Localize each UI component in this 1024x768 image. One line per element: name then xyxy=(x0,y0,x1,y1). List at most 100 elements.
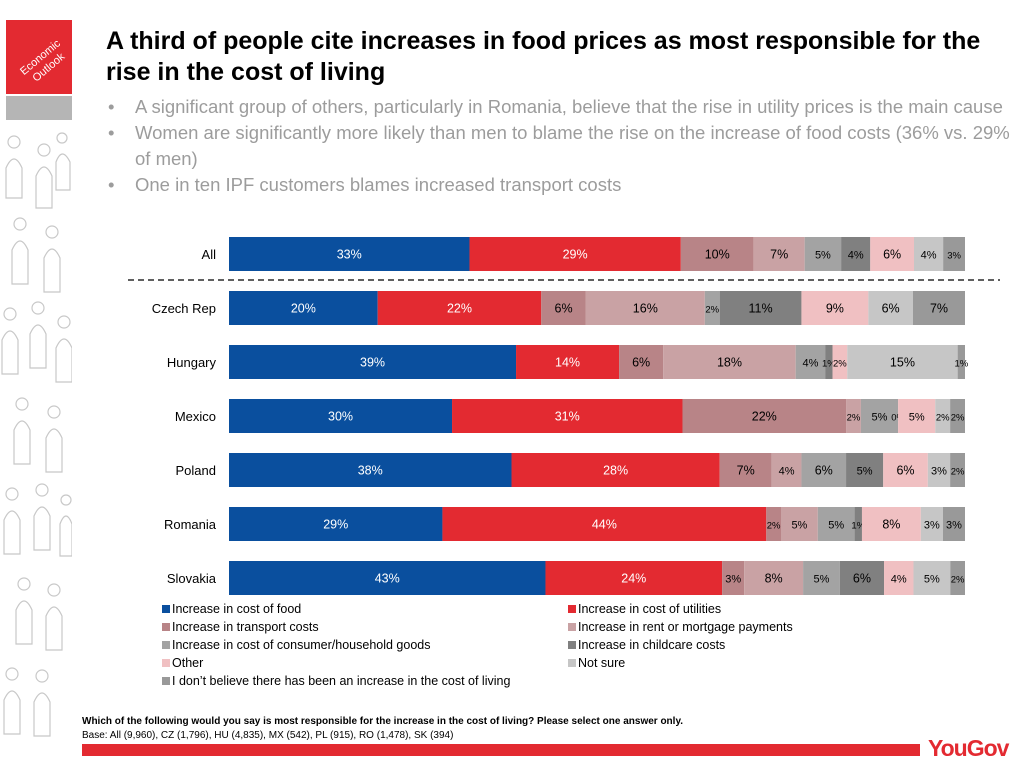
legend-swatch xyxy=(162,605,170,613)
bar-segment xyxy=(541,291,586,325)
bar-segment xyxy=(832,345,848,379)
bar-segment xyxy=(847,345,958,379)
data-label: 10% xyxy=(705,248,730,262)
bar-segment xyxy=(935,399,951,433)
bar-segment xyxy=(229,237,470,271)
data-label: 7% xyxy=(930,302,948,316)
bar-segment xyxy=(545,561,723,595)
yougov-logo: YouGov xyxy=(928,735,1009,761)
bar-segment xyxy=(781,507,818,541)
data-label: 9% xyxy=(826,302,844,316)
bar-segment xyxy=(442,507,767,541)
bar-segment xyxy=(846,399,861,433)
bar-segment xyxy=(868,291,913,325)
data-label: 4% xyxy=(921,250,937,262)
data-label: 43% xyxy=(375,572,400,586)
bar-segment xyxy=(585,291,705,325)
category-label: Hungary xyxy=(167,355,217,370)
bar-segment xyxy=(771,453,802,487)
legend-label: Increase in cost of food xyxy=(172,602,302,616)
footer-red-bar xyxy=(82,744,920,756)
bar-segment xyxy=(229,399,453,433)
data-label: 6% xyxy=(896,464,914,478)
decorative-sidebar: Economic Outlook xyxy=(0,0,72,768)
bar-segment xyxy=(795,345,826,379)
bar-segment xyxy=(766,507,781,541)
badge-shadow-block xyxy=(6,96,72,120)
legend-label: Increase in cost of consumer/household g… xyxy=(172,638,431,652)
data-label: 2% xyxy=(951,467,965,478)
data-label: 11% xyxy=(749,302,773,316)
finding-bullet: One in ten IPF customers blames increase… xyxy=(108,172,1018,198)
legend-item: Not sure xyxy=(568,654,868,672)
data-label: 5% xyxy=(815,250,831,262)
bar-segment xyxy=(883,453,928,487)
bar-segment xyxy=(722,561,745,595)
legend-label: Increase in cost of utilities xyxy=(578,602,722,616)
category-label: Czech Rep xyxy=(152,301,216,316)
data-label: 2% xyxy=(705,305,719,316)
bar-segment xyxy=(861,507,921,541)
legend-item: Increase in childcare costs xyxy=(568,636,868,654)
bar-segment xyxy=(229,291,378,325)
bar-segment xyxy=(469,237,681,271)
bar-segment xyxy=(913,561,951,595)
legend-item: Increase in cost of food xyxy=(162,600,568,618)
bar-segment xyxy=(942,507,965,541)
data-label: 6% xyxy=(815,464,833,478)
data-label: 2% xyxy=(936,413,950,424)
stacked-bar-chart: All 33% 29% 10% 7% 5% 4% 6% 4% 3% Czech Rep 20% 22% 6… xyxy=(128,237,1000,595)
bar-segment xyxy=(898,399,936,433)
bar-segment xyxy=(860,399,899,433)
legend-item: Increase in cost of consumer/household g… xyxy=(162,636,568,654)
data-label: 4% xyxy=(802,358,818,370)
data-label: 16% xyxy=(633,302,658,316)
bar-segment xyxy=(846,453,884,487)
data-label: 6% xyxy=(555,302,573,316)
sample-base-footnote: Base: All (9,960), CZ (1,796), HU (4,835… xyxy=(82,730,454,741)
legend-swatch xyxy=(568,659,576,667)
data-label: 15% xyxy=(890,356,915,370)
legend-label: Increase in childcare costs xyxy=(578,638,726,652)
data-label: 33% xyxy=(337,248,362,262)
legend-item: Increase in transport costs xyxy=(162,618,568,636)
bar-segment xyxy=(943,237,965,271)
data-label: 8% xyxy=(765,572,783,586)
legend-label: Increase in transport costs xyxy=(172,620,319,634)
bar-segment xyxy=(801,291,869,325)
data-label: 6% xyxy=(883,248,901,262)
bar-segment xyxy=(913,237,944,271)
data-label: 18% xyxy=(717,356,742,370)
data-label: 1% xyxy=(822,359,836,370)
bar-segment xyxy=(229,507,443,541)
bar-segment xyxy=(884,561,914,595)
bar-segment xyxy=(817,507,855,541)
bar-segment xyxy=(804,237,842,271)
legend-item: Increase in cost of utilities xyxy=(568,600,868,618)
bar-segment xyxy=(680,237,754,271)
bar-segment xyxy=(719,453,772,487)
data-label: 4% xyxy=(779,466,795,478)
bar-segment xyxy=(927,453,951,487)
data-label: 8% xyxy=(882,518,900,532)
data-label: 24% xyxy=(621,572,646,586)
data-label: 5% xyxy=(791,520,807,532)
data-label: 3% xyxy=(931,466,947,478)
bar-segment xyxy=(516,345,620,379)
category-label: Poland xyxy=(176,463,216,478)
bar-segment xyxy=(452,399,683,433)
crowd-illustration xyxy=(1,132,72,737)
bar-segment xyxy=(854,507,862,541)
data-label: 14% xyxy=(555,356,580,370)
bar-segment xyxy=(682,399,847,433)
data-label: 5% xyxy=(857,466,873,478)
legend-swatch xyxy=(568,623,576,631)
data-label: 3% xyxy=(947,251,961,262)
bar-segment xyxy=(950,453,965,487)
data-label: 1% xyxy=(954,359,968,370)
data-label: 5% xyxy=(909,412,925,424)
legend-item: I don’t believe there has been an increa… xyxy=(162,672,568,690)
bar-segment xyxy=(841,237,871,271)
data-label: 22% xyxy=(752,410,777,424)
bar-segment xyxy=(957,345,965,379)
